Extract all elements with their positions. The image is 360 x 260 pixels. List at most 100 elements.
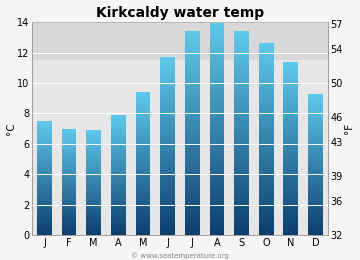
Bar	[185, 148, 200, 151]
Bar	[234, 110, 249, 113]
Bar	[283, 226, 298, 229]
Bar	[136, 121, 150, 122]
Bar	[308, 230, 323, 232]
Bar	[185, 100, 200, 103]
Bar	[259, 87, 274, 89]
Bar	[62, 198, 76, 199]
Bar	[160, 135, 175, 137]
Bar	[283, 146, 298, 148]
Bar	[210, 150, 224, 153]
Bar	[185, 77, 200, 80]
Bar	[62, 145, 76, 146]
Bar	[210, 193, 224, 195]
Bar	[136, 216, 150, 217]
Bar	[283, 174, 298, 177]
Bar	[308, 115, 323, 117]
Bar	[62, 215, 76, 217]
Bar	[86, 198, 101, 200]
Bar	[185, 128, 200, 131]
Bar	[86, 205, 101, 206]
Bar	[259, 70, 274, 72]
Bar	[185, 189, 200, 192]
Bar	[37, 204, 52, 205]
Bar	[136, 167, 150, 169]
Bar	[259, 221, 274, 223]
Bar	[234, 228, 249, 230]
Bar	[136, 94, 150, 96]
Bar	[210, 198, 224, 200]
Bar	[308, 134, 323, 136]
Bar	[86, 163, 101, 164]
Bar	[37, 197, 52, 198]
Bar	[86, 152, 101, 154]
Bar	[185, 220, 200, 222]
Bar	[86, 221, 101, 222]
Bar	[62, 191, 76, 193]
Bar	[234, 207, 249, 210]
Bar	[160, 188, 175, 191]
Bar	[234, 212, 249, 215]
Bar	[185, 72, 200, 75]
Bar	[62, 229, 76, 230]
Bar	[37, 228, 52, 230]
Bar	[111, 184, 126, 186]
Bar	[136, 224, 150, 226]
Bar	[62, 174, 76, 175]
Bar	[259, 63, 274, 65]
Bar	[136, 219, 150, 221]
Bar	[234, 199, 249, 202]
Bar	[160, 229, 175, 231]
Bar	[210, 134, 224, 136]
Bar	[160, 233, 175, 235]
Bar	[234, 72, 249, 75]
Bar	[185, 138, 200, 141]
Bar	[259, 226, 274, 228]
Bar	[111, 234, 126, 235]
Bar	[62, 136, 76, 138]
Bar	[185, 69, 200, 72]
Bar	[185, 174, 200, 177]
Bar	[37, 188, 52, 190]
Bar	[283, 168, 298, 170]
Bar	[136, 147, 150, 149]
Bar	[86, 209, 101, 210]
Bar	[111, 139, 126, 140]
Bar	[111, 178, 126, 180]
Bar	[283, 231, 298, 233]
Bar	[86, 200, 101, 201]
Bar	[210, 30, 224, 33]
Bar	[308, 184, 323, 186]
Bar	[283, 164, 298, 166]
Bar	[86, 159, 101, 160]
Bar	[308, 228, 323, 230]
Bar	[259, 53, 274, 55]
Bar	[308, 108, 323, 109]
Bar	[62, 220, 76, 222]
Bar	[111, 202, 126, 204]
Bar	[185, 62, 200, 64]
Bar	[234, 41, 249, 44]
Bar	[283, 192, 298, 194]
Bar	[283, 144, 298, 146]
Bar	[283, 73, 298, 75]
Bar	[37, 147, 52, 148]
Bar	[111, 126, 126, 127]
Bar	[308, 133, 323, 134]
Bar	[111, 153, 126, 154]
Bar	[160, 202, 175, 204]
Bar	[86, 170, 101, 171]
Bar	[37, 232, 52, 234]
Bar	[160, 70, 175, 73]
Bar	[37, 231, 52, 232]
Bar	[259, 125, 274, 127]
Bar	[210, 62, 224, 65]
Bar	[185, 207, 200, 210]
Bar	[234, 148, 249, 151]
Bar	[185, 44, 200, 47]
Bar	[308, 94, 323, 95]
Bar	[136, 203, 150, 205]
Bar	[37, 142, 52, 144]
Bar	[259, 77, 274, 79]
Bar	[111, 220, 126, 222]
Y-axis label: °F: °F	[345, 123, 355, 134]
